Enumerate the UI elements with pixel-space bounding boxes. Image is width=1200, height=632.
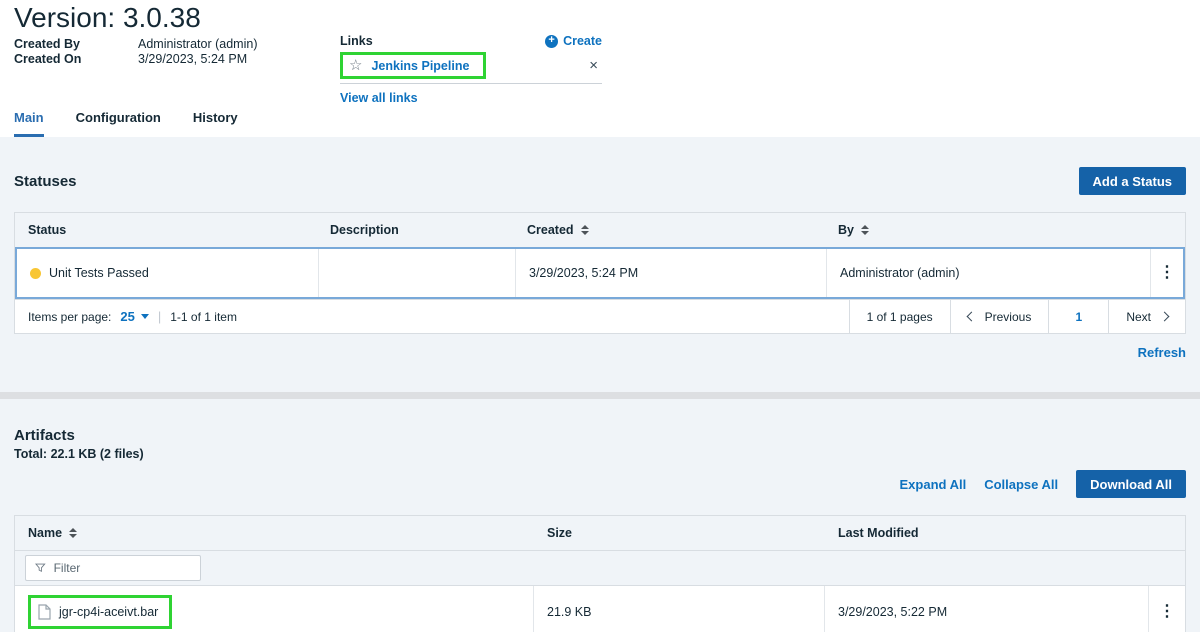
links-title: Links bbox=[340, 34, 373, 48]
row-actions-cell: ⋮ bbox=[1149, 586, 1185, 632]
filter-input[interactable] bbox=[53, 561, 191, 575]
download-all-button[interactable]: Download All bbox=[1076, 470, 1186, 498]
version-meta: Created By Administrator (admin) Created… bbox=[14, 37, 257, 67]
created-cell: 3/29/2023, 5:24 PM bbox=[516, 249, 827, 297]
annotation-box-artifact: jgr-cp4i-aceivt.bar bbox=[28, 595, 173, 629]
created-on-label: Created On bbox=[14, 52, 82, 66]
artifacts-section: Artifacts Total: 22.1 KB (2 files) Expan… bbox=[0, 399, 1200, 632]
section-divider bbox=[0, 392, 1200, 399]
file-document-icon bbox=[38, 604, 51, 620]
refresh-link[interactable]: Refresh bbox=[1137, 345, 1186, 360]
artifact-size-cell: 21.9 KB bbox=[534, 586, 825, 632]
filter-funnel-icon bbox=[35, 563, 46, 572]
pagination-divider: | bbox=[157, 309, 162, 324]
filter-input-box bbox=[25, 555, 201, 581]
created-by-row: Created By Administrator (admin) bbox=[14, 37, 257, 52]
plus-circle-icon: + bbox=[545, 34, 559, 48]
link-row: ☆ Jenkins Pipeline × bbox=[340, 52, 602, 84]
created-on-value: 3/29/2023, 5:24 PM bbox=[138, 52, 248, 66]
pagination-right: 1 of 1 pages Previous 1 Next bbox=[848, 300, 1185, 333]
statuses-table: Status Description Created By U bbox=[14, 212, 1186, 334]
artifacts-filter-row bbox=[15, 550, 1185, 586]
tab-history[interactable]: History bbox=[192, 110, 238, 125]
description-cell bbox=[319, 249, 516, 297]
statuses-table-header: Status Description Created By bbox=[15, 213, 1185, 247]
status-table-row[interactable]: Unit Tests Passed 3/29/2023, 5:24 PM Adm… bbox=[15, 247, 1185, 299]
artifacts-table-header: Name Size Last Modified bbox=[15, 516, 1185, 550]
artifacts-header: Artifacts Total: 22.1 KB (2 files) bbox=[14, 399, 1186, 461]
statuses-title: Statuses bbox=[14, 172, 77, 190]
artifacts-actions: Expand All Collapse All Download All bbox=[14, 470, 1186, 498]
current-page-button[interactable]: 1 bbox=[1048, 300, 1108, 333]
artifacts-title: Artifacts bbox=[14, 427, 75, 444]
column-header-size[interactable]: Size bbox=[547, 526, 573, 540]
links-panel: Links + Create ☆ Jenkins Pipeline × View… bbox=[340, 33, 602, 105]
tab-main[interactable]: Main bbox=[14, 110, 44, 137]
refresh-row: Refresh bbox=[14, 345, 1186, 360]
artifact-modified-cell: 3/29/2023, 5:22 PM bbox=[825, 586, 1149, 632]
previous-page-button[interactable]: Previous bbox=[949, 300, 1049, 333]
artifact-table-row[interactable]: jgr-cp4i-aceivt.bar 21.9 KB 3/29/2023, 5… bbox=[15, 586, 1185, 632]
star-icon[interactable]: ☆ bbox=[349, 57, 363, 74]
expand-all-link[interactable]: Expand All bbox=[899, 476, 967, 492]
column-header-name[interactable]: Name bbox=[15, 526, 534, 540]
artifacts-total-text: Total: 22.1 KB (2 files) bbox=[14, 447, 144, 461]
items-per-page-select[interactable]: 25 bbox=[120, 309, 149, 324]
links-header: Links + Create bbox=[340, 33, 602, 49]
status-dot-icon bbox=[30, 267, 41, 279]
statuses-header: Statuses Add a Status bbox=[14, 137, 1186, 195]
tab-bar: Main Configuration History bbox=[14, 110, 238, 137]
jenkins-pipeline-link[interactable]: Jenkins Pipeline bbox=[371, 58, 470, 73]
items-per-page-label: Items per page: bbox=[28, 309, 112, 324]
column-header-status[interactable]: Status bbox=[28, 223, 67, 237]
collapse-all-link[interactable]: Collapse All bbox=[984, 476, 1059, 492]
artifact-file-name[interactable]: jgr-cp4i-aceivt.bar bbox=[59, 605, 159, 619]
created-by-value: Administrator (admin) bbox=[138, 37, 258, 51]
artifacts-table: Name Size Last Modified bbox=[14, 515, 1186, 632]
chevron-down-icon bbox=[140, 314, 149, 319]
page-title: Version: 3.0.38 bbox=[14, 2, 201, 33]
column-header-description[interactable]: Description bbox=[330, 223, 399, 237]
row-actions-cell: ⋮ bbox=[1151, 249, 1183, 297]
created-by-label: Created By bbox=[14, 37, 80, 51]
pages-count-text: 1 of 1 pages bbox=[848, 300, 950, 333]
statuses-pagination: Items per page: 25 | 1-1 of 1 item 1 of … bbox=[15, 299, 1185, 333]
artifact-name-cell: jgr-cp4i-aceivt.bar bbox=[15, 586, 534, 632]
add-status-button[interactable]: Add a Status bbox=[1078, 167, 1186, 195]
overflow-menu-icon[interactable]: ⋮ bbox=[1159, 603, 1175, 620]
status-cell: Unit Tests Passed bbox=[17, 249, 319, 297]
created-on-row: Created On 3/29/2023, 5:24 PM bbox=[14, 52, 257, 67]
chevron-left-icon bbox=[966, 311, 977, 322]
annotation-box-link: ☆ Jenkins Pipeline bbox=[340, 52, 487, 79]
sort-icon bbox=[860, 225, 869, 235]
statuses-section: Statuses Add a Status Status Description… bbox=[0, 137, 1200, 392]
next-page-button[interactable]: Next bbox=[1108, 300, 1185, 333]
column-header-last-modified[interactable]: Last Modified bbox=[838, 526, 919, 540]
tab-configuration[interactable]: Configuration bbox=[75, 110, 161, 125]
pagination-left: Items per page: 25 | 1-1 of 1 item bbox=[15, 300, 237, 333]
column-header-by[interactable]: By bbox=[825, 223, 1149, 237]
create-link-label: Create bbox=[563, 34, 602, 48]
create-link-button[interactable]: + Create bbox=[545, 34, 602, 48]
overflow-menu-icon[interactable]: ⋮ bbox=[1159, 264, 1175, 281]
remove-link-icon[interactable]: × bbox=[589, 57, 598, 74]
sort-icon bbox=[580, 225, 589, 235]
view-all-links-link[interactable]: View all links bbox=[340, 91, 418, 105]
column-header-created[interactable]: Created bbox=[514, 223, 825, 237]
sort-icon bbox=[69, 528, 78, 538]
by-cell: Administrator (admin) bbox=[827, 249, 1151, 297]
chevron-right-icon bbox=[1159, 311, 1170, 322]
page-header: Version: 3.0.38 Created By Administrator… bbox=[0, 0, 1200, 137]
pagination-range-text: 1-1 of 1 item bbox=[170, 309, 237, 324]
status-name: Unit Tests Passed bbox=[49, 266, 149, 280]
